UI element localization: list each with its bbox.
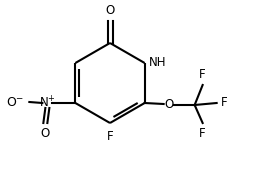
Text: F: F	[199, 68, 206, 81]
Text: F: F	[107, 130, 113, 143]
Text: NH: NH	[149, 56, 166, 69]
Text: F: F	[199, 127, 206, 140]
Text: $\mathdefault{N^{+}}$: $\mathdefault{N^{+}}$	[39, 95, 56, 111]
Text: O: O	[164, 98, 173, 111]
Text: O: O	[41, 127, 50, 140]
Text: $\mathdefault{O^{-}}$: $\mathdefault{O^{-}}$	[6, 96, 24, 109]
Text: O: O	[105, 4, 115, 17]
Text: F: F	[221, 96, 227, 109]
